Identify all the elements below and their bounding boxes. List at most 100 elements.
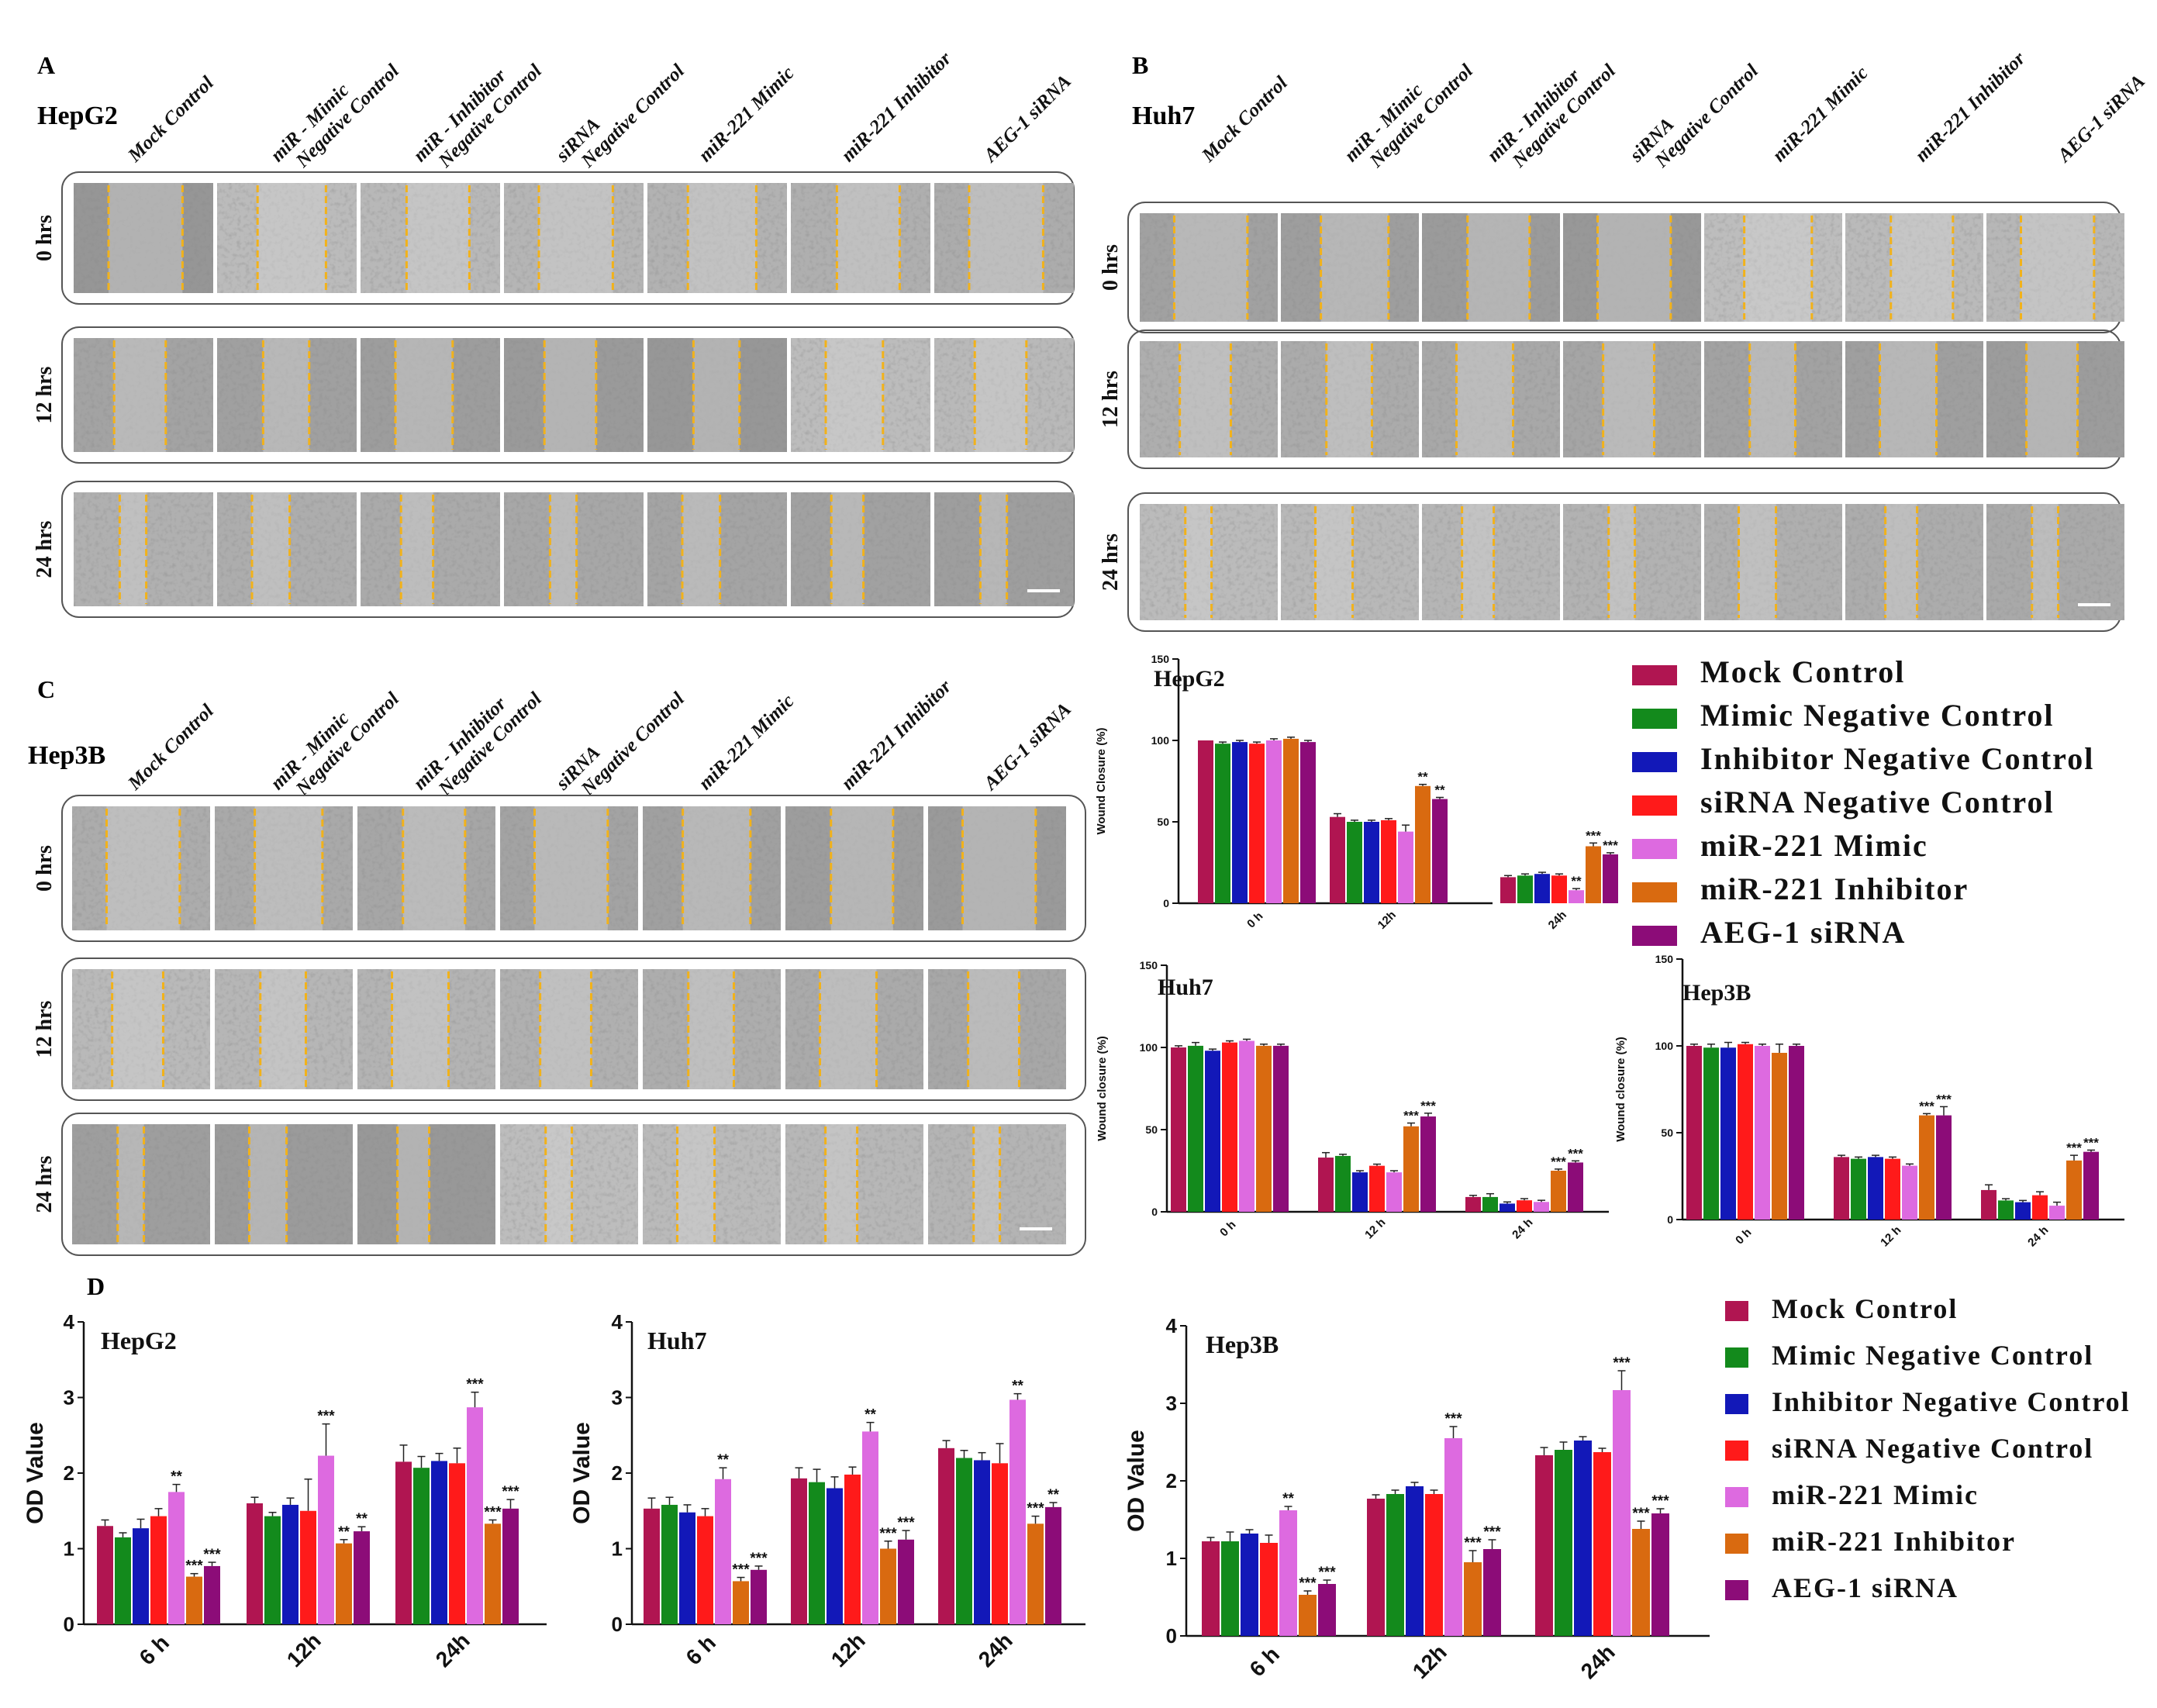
bar	[1868, 1157, 1883, 1220]
bar	[1772, 1052, 1787, 1220]
bar	[2032, 1195, 2048, 1220]
x-tick-label: 24h	[1546, 909, 1569, 932]
bar	[697, 1516, 713, 1624]
wound-gap	[968, 969, 1020, 1089]
wound-gap	[1608, 504, 1635, 620]
wound-gap	[1320, 213, 1389, 322]
bar	[1603, 854, 1618, 903]
y-axis-label: OD Value	[22, 1422, 48, 1524]
significance-marker: ***	[1613, 1355, 1631, 1372]
micrograph-texture	[500, 806, 638, 930]
bar	[336, 1543, 352, 1624]
micrograph-texture	[215, 1124, 353, 1244]
bar	[1188, 1045, 1203, 1212]
wound-gap	[1879, 341, 1937, 457]
significance-marker: **	[356, 1511, 368, 1527]
wound-gap	[1738, 504, 1776, 620]
legend-swatch	[1725, 1534, 1748, 1554]
bar	[354, 1531, 370, 1624]
condition-header: AEG-1 siRNA	[979, 71, 1075, 167]
bar	[1834, 1157, 1849, 1220]
bar	[1851, 1158, 1866, 1220]
micrograph-texture	[72, 806, 210, 930]
bar	[679, 1512, 695, 1624]
wound-gap	[112, 969, 164, 1089]
legend-swatch	[1632, 926, 1677, 946]
wound-gap	[109, 183, 183, 293]
bar	[1720, 1047, 1736, 1220]
chart-wound-hepg2: 0 50 100 150 Wound Closure (%) HepG2 0 h ** ** 12…	[1095, 653, 1618, 932]
micrograph-texture	[647, 338, 787, 452]
bar	[2015, 1202, 2031, 1220]
bar	[1885, 1158, 1900, 1220]
bar	[1222, 1042, 1237, 1212]
legend-swatch	[1632, 665, 1677, 685]
wound-gap	[1890, 213, 1953, 322]
bar	[1027, 1523, 1044, 1624]
bar	[715, 1479, 731, 1624]
bar	[133, 1528, 149, 1624]
bar	[1534, 1202, 1549, 1212]
bar	[1221, 1541, 1239, 1636]
condition-header: AEG-1 siRNA	[979, 699, 1075, 795]
significance-marker: **	[1047, 1487, 1059, 1503]
legend-swatch	[1632, 839, 1677, 859]
bar	[1465, 1196, 1481, 1212]
micrograph-texture	[1704, 504, 1842, 620]
micrograph-texture	[1422, 213, 1560, 322]
time-row-label: 24 hrs	[33, 520, 57, 578]
wound-gap	[2021, 213, 2094, 322]
bar	[827, 1488, 843, 1624]
bar	[1686, 1046, 1702, 1220]
bar	[661, 1504, 678, 1624]
chart-title: HepG2	[1154, 666, 1225, 692]
significance-marker: ***	[1919, 1099, 1934, 1113]
legend-swatch	[1725, 1580, 1748, 1600]
bar	[1273, 1045, 1289, 1212]
significance-marker: ***	[750, 1551, 768, 1567]
y-tick-label: 50	[1157, 816, 1169, 828]
y-tick-label: 1	[612, 1537, 623, 1561]
wound-gap	[682, 492, 720, 606]
bar	[1483, 1549, 1501, 1636]
micrograph-texture	[357, 806, 495, 930]
bar	[1738, 1044, 1753, 1220]
y-tick-label: 0	[1667, 1213, 1673, 1226]
image-row-frame	[61, 1113, 1086, 1256]
micrograph-texture	[1563, 213, 1701, 322]
bar	[1205, 1051, 1220, 1212]
legend-label: Mock Control	[1700, 654, 1905, 689]
significance-marker: ***	[1586, 828, 1601, 843]
wound-panel-b: Mock Control miR - MimicNegative Control m…	[1099, 45, 2149, 632]
chart-title: HepG2	[101, 1327, 177, 1354]
panel-label-b: B	[1132, 51, 1148, 79]
micrograph-texture	[217, 183, 357, 293]
significance-marker: ***	[879, 1526, 897, 1542]
bar	[1517, 875, 1533, 903]
time-row-label: 24 hrs	[33, 1155, 57, 1213]
bar	[413, 1468, 430, 1624]
significance-marker: ***	[203, 1547, 221, 1563]
wound-gap	[1603, 341, 1655, 457]
wound-gap	[117, 1124, 144, 1244]
micrograph-texture	[74, 183, 213, 293]
y-tick-label: 0	[1163, 897, 1169, 909]
y-tick-label: 2	[64, 1461, 74, 1485]
wound-gap	[1456, 341, 1513, 457]
condition-header: siRNANegative Control	[1625, 45, 1762, 182]
bar	[2083, 1151, 2099, 1220]
significance-marker: **	[1012, 1378, 1023, 1395]
wound-gap	[406, 183, 470, 293]
bar	[282, 1504, 299, 1624]
micrograph-texture	[1140, 341, 1278, 457]
bar	[1500, 877, 1516, 903]
bar	[1239, 1040, 1255, 1212]
significance-marker: **	[1571, 874, 1582, 889]
legend-label: miR-221 Inhibitor	[1700, 871, 1969, 906]
y-axis-label: Wound closure (%)	[1614, 1037, 1627, 1142]
micrograph-texture	[934, 338, 1074, 452]
wound-gap	[2031, 504, 2059, 620]
condition-header: miR-221 Mimic	[695, 691, 799, 795]
bar	[1936, 1115, 1952, 1220]
